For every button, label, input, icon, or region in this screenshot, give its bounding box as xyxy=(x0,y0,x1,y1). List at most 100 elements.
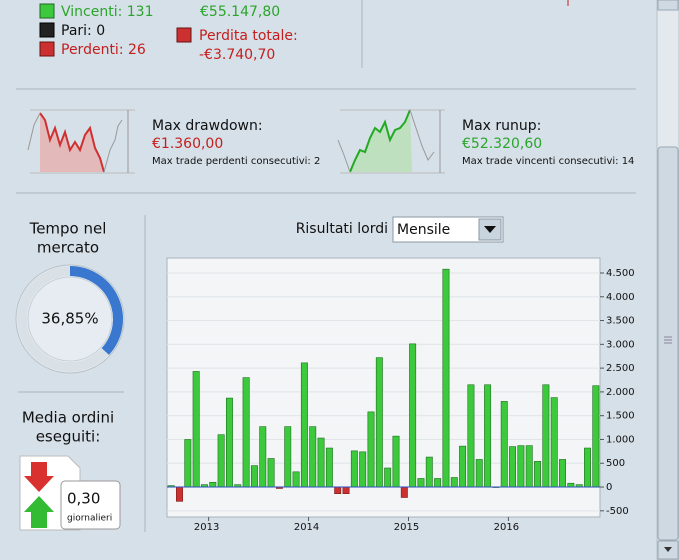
bar xyxy=(259,426,267,488)
bar xyxy=(334,486,342,494)
y-tick-label: 2.500 xyxy=(606,363,635,374)
area xyxy=(40,113,104,172)
bar xyxy=(375,357,383,488)
bar xyxy=(342,486,350,494)
gauge-arc xyxy=(69,266,123,355)
scroll-up[interactable] xyxy=(657,0,679,11)
sparkline xyxy=(39,112,105,173)
down-arrow xyxy=(24,462,54,492)
x-tick-label: 2016 xyxy=(494,522,519,533)
label: eseguiti: xyxy=(36,428,101,446)
y-tick-label: 0 xyxy=(606,482,612,493)
bar xyxy=(225,397,233,488)
loss-label: Perdita totale: xyxy=(199,28,298,44)
bar xyxy=(309,426,317,488)
note: Max trade perdenti consecutivi: 2 xyxy=(152,156,320,167)
gauge-center xyxy=(27,276,113,362)
bar xyxy=(484,384,492,488)
bar xyxy=(192,371,200,488)
loss: -€3.740,70 xyxy=(199,47,275,63)
bar xyxy=(559,459,566,488)
bar xyxy=(475,459,483,488)
dropdown-value: Mensile xyxy=(397,222,450,238)
bar xyxy=(176,486,183,502)
label: Max drawdown: xyxy=(152,118,263,134)
even: Pari: 0 xyxy=(61,23,105,39)
bar xyxy=(434,478,442,488)
bar xyxy=(450,477,458,488)
x-tick-label: 2015 xyxy=(394,522,419,533)
bar xyxy=(384,467,392,488)
bar xyxy=(525,445,533,488)
note: Max trade vincenti consecutivi: 14 xyxy=(462,156,634,167)
grip xyxy=(664,336,672,344)
profit: €55.147,80 xyxy=(200,4,280,20)
bar xyxy=(250,465,258,488)
bar xyxy=(350,450,358,488)
bar xyxy=(584,447,591,488)
y-tick-label: 3.000 xyxy=(606,339,635,350)
y-tick-label: 3.500 xyxy=(606,316,635,327)
orders: Media ordini eseguiti: 0,30 giornalieri xyxy=(19,409,121,531)
bar xyxy=(459,445,467,488)
y-tick-label: 1.500 xyxy=(606,411,635,422)
top-stats: Vincenti: 131 Pari: 0 Perdenti: 26 €55.1… xyxy=(39,0,569,68)
unit: giornalieri xyxy=(67,514,112,524)
label: Media ordini xyxy=(22,409,114,427)
chart: Risultati lordi Mensile 4.500 4.000 3.500 3… xyxy=(166,216,635,533)
bar xyxy=(442,268,450,488)
bar xyxy=(517,445,525,488)
label: Tempo nel xyxy=(29,220,107,238)
chart-title: Risultati lordi xyxy=(296,221,388,237)
bar xyxy=(400,486,408,498)
bar xyxy=(284,426,292,488)
scrollbar xyxy=(656,0,679,560)
bar xyxy=(317,437,325,488)
losers: Perdenti: 26 xyxy=(61,42,146,58)
sparkline xyxy=(349,109,411,173)
bar xyxy=(592,385,600,488)
x-tick-label: 2014 xyxy=(294,522,319,533)
bar xyxy=(417,478,425,488)
loss-icon xyxy=(39,41,55,57)
bar xyxy=(217,434,225,488)
bar xyxy=(509,446,517,488)
bar xyxy=(534,461,542,488)
bar xyxy=(209,481,217,488)
value: 0,30 xyxy=(67,490,100,508)
value: €52.320,60 xyxy=(462,136,542,152)
label: Max runup: xyxy=(462,118,541,134)
bar xyxy=(567,482,575,488)
bar xyxy=(367,411,375,488)
winners: Vincenti: 131 xyxy=(61,4,153,20)
bar xyxy=(325,447,333,488)
runup: Max runup: €52.320,60 Max trade vincenti… xyxy=(337,109,634,174)
drawdown: Max drawdown: €1.360,00 Max trade perden… xyxy=(27,109,320,174)
y-tick-label: 4.500 xyxy=(606,268,635,279)
y-tick-label: 2.000 xyxy=(606,387,635,398)
bar xyxy=(467,384,475,488)
x-tick-label: 2013 xyxy=(194,522,219,533)
bar xyxy=(425,456,433,488)
bar xyxy=(392,435,400,488)
y-tick-label: -500 xyxy=(606,506,629,517)
even-icon xyxy=(39,22,55,38)
value-box xyxy=(60,480,121,530)
sparkline xyxy=(27,112,123,173)
bar xyxy=(359,451,367,488)
bar xyxy=(184,439,192,488)
bar xyxy=(550,397,558,488)
y-tick-label: 4.000 xyxy=(606,292,635,303)
bar xyxy=(242,377,250,488)
sparkline xyxy=(337,109,435,173)
bar xyxy=(292,471,300,488)
arrow xyxy=(664,547,672,552)
area xyxy=(350,110,412,172)
bar xyxy=(300,362,308,488)
label: mercato xyxy=(37,239,99,257)
bar xyxy=(267,458,275,488)
value: €1.360,00 xyxy=(152,136,223,152)
gauge-value: 36,85% xyxy=(41,310,98,328)
y-tick-label: 1.000 xyxy=(606,434,635,445)
